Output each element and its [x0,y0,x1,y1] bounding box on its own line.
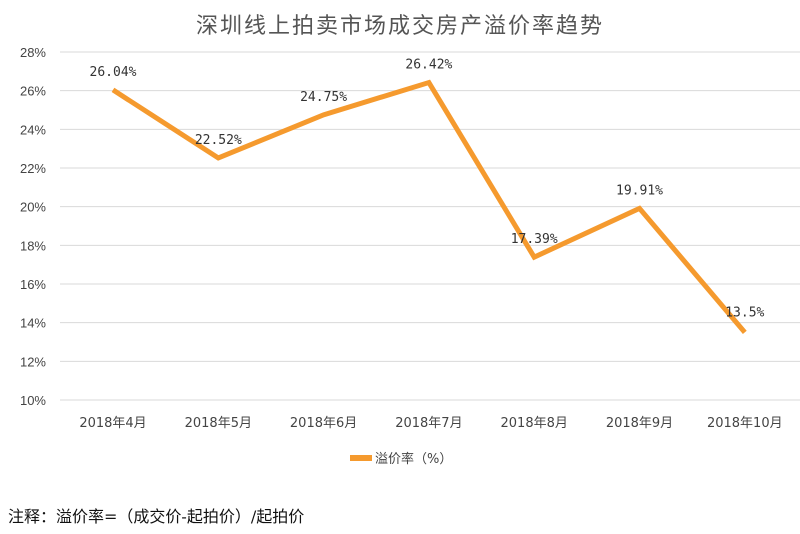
x-tick-label: 2018年7月 [395,416,462,431]
x-tick-label: 2018年5月 [185,416,252,431]
data-label: 13.5% [725,305,764,320]
x-tick-label: 2018年9月 [606,416,673,431]
y-tick-label: 16% [20,277,46,292]
y-tick-label: 18% [20,238,46,253]
legend-label: 溢价率（%） [375,451,452,467]
y-tick-label: 14% [20,316,46,331]
y-tick-label: 26% [20,84,46,99]
y-tick-label: 12% [20,354,46,369]
x-tick-label: 2018年8月 [501,416,568,431]
data-label: 17.39% [511,232,558,247]
data-label: 19.91% [616,183,663,198]
x-tick-label: 2018年10月 [707,416,783,431]
data-label: 26.04% [90,65,137,80]
data-label: 26.42% [405,58,452,73]
series-line [111,79,747,334]
y-tick-label: 28% [20,45,46,60]
footnote: 注释：溢价率=（成交价-起拍价）/起拍价 [8,507,305,526]
data-label: 22.52% [195,133,242,148]
chart-title: 深圳线上拍卖市场成交房产溢价率趋势 [195,14,604,39]
legend-swatch [350,455,372,461]
y-tick-label: 20% [20,200,46,215]
y-tick-label: 24% [20,122,46,137]
y-tick-label: 22% [20,161,46,176]
y-tick-label: 10% [20,393,46,408]
x-tick-label: 2018年4月 [79,416,146,431]
data-label: 24.75% [300,90,347,105]
x-tick-label: 2018年6月 [290,416,357,431]
